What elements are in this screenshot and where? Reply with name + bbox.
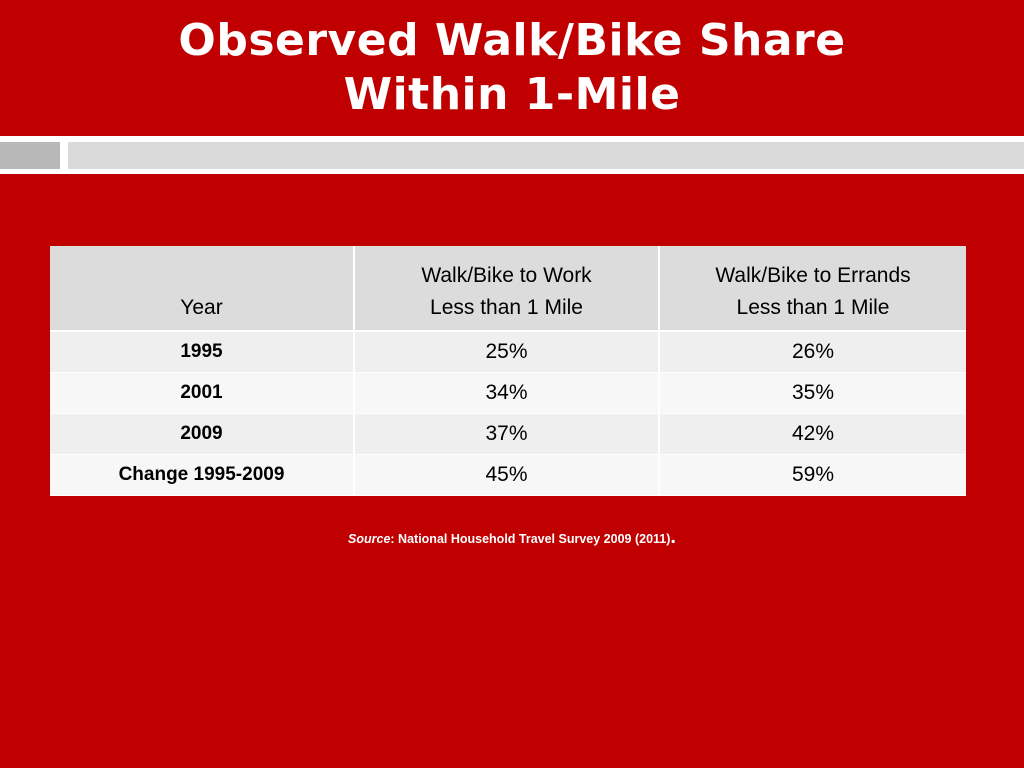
source-text: : National Household Travel Survey 2009 …	[390, 532, 671, 546]
cell-work-share: 34%	[354, 372, 660, 414]
cell-errands-share: 42%	[659, 413, 966, 455]
cell-errands-share: 59%	[659, 454, 966, 496]
table-row: 2009 37% 42%	[50, 413, 966, 455]
slide-title-line-2: Within 1-Mile	[343, 69, 681, 120]
data-table-container: Year Walk/Bike to Work Less than 1 Mile …	[50, 246, 966, 496]
cell-year: 2001	[50, 372, 355, 414]
title-divider-bar	[68, 142, 1024, 169]
slide-title-line-1: Observed Walk/Bike Share	[178, 15, 846, 66]
table-header-row: Year Walk/Bike to Work Less than 1 Mile …	[50, 246, 966, 332]
source-citation: Source: National Household Travel Survey…	[0, 526, 1024, 549]
header-year-label: Year	[180, 296, 223, 319]
cell-work-share: 37%	[354, 413, 660, 455]
header-walk-bike-errands: Walk/Bike to Errands Less than 1 Mile	[659, 246, 966, 332]
cell-work-share: 45%	[354, 454, 660, 496]
header-work-line-1: Walk/Bike to Work	[421, 264, 592, 287]
header-errands-line-2: Less than 1 Mile	[736, 296, 890, 319]
title-divider-accent	[0, 142, 60, 169]
cell-errands-share: 26%	[659, 331, 966, 373]
cell-errands-share: 35%	[659, 372, 966, 414]
cell-work-share: 25%	[354, 331, 660, 373]
table-row: Change 1995-2009 45% 59%	[50, 454, 966, 496]
walk-bike-share-table: Year Walk/Bike to Work Less than 1 Mile …	[50, 246, 966, 496]
table-row: 1995 25% 26%	[50, 331, 966, 373]
header-errands-line-1: Walk/Bike to Errands	[715, 264, 911, 287]
table-row: 2001 34% 35%	[50, 372, 966, 414]
cell-year: 1995	[50, 331, 355, 373]
source-label: Source	[348, 532, 391, 546]
header-walk-bike-work: Walk/Bike to Work Less than 1 Mile	[354, 246, 660, 332]
source-period: .	[670, 526, 676, 548]
cell-year: Change 1995-2009	[50, 454, 355, 496]
cell-year: 2009	[50, 413, 355, 455]
header-work-line-2: Less than 1 Mile	[430, 296, 583, 319]
slide-title: Observed Walk/Bike Share Within 1-Mile	[0, 14, 1024, 122]
header-year: Year	[50, 246, 355, 332]
